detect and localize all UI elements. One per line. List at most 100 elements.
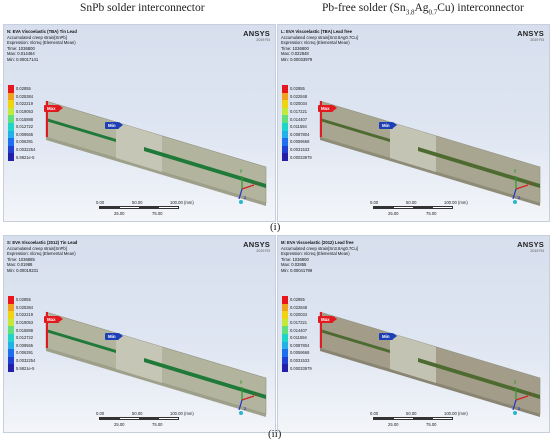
result-header: S: EVA Viscoelastic (2012) Tin Lead Accu… xyxy=(7,240,77,274)
legend-value: 0.02855 xyxy=(16,86,31,92)
legend-value: 0.014407 xyxy=(290,327,308,333)
legend-value: 0.0087804 xyxy=(290,342,310,348)
legend-value: 0.017221 xyxy=(290,109,308,115)
triad-y: y xyxy=(240,379,243,384)
scale-tick: 100.00 (mm) xyxy=(444,411,468,416)
legend-value: 0.009565 xyxy=(16,131,34,137)
result-title: N: EVA Viscoelastic (TBA) Tin Lead xyxy=(7,29,77,34)
legend-row: 0.020034 xyxy=(282,311,322,319)
legend-swatch xyxy=(282,303,288,312)
scale-tick: 75.00 xyxy=(152,422,163,427)
legend-row: 0.022219 xyxy=(8,100,48,108)
legend-row: 0.014407 xyxy=(282,326,322,334)
scale-tick: 0.00 xyxy=(370,411,379,416)
result-title: M: EVA Viscoelastic (2012) Lead free xyxy=(281,240,354,245)
title-sub: 3.8 xyxy=(405,8,415,17)
legend-value: 0.00033979 xyxy=(290,154,312,160)
result-header: N: EVA Viscoelastic (TBA) Tin Lead Accum… xyxy=(7,29,77,63)
title-part: Ag xyxy=(414,2,429,14)
legend-swatch xyxy=(282,333,288,342)
legend-row: 0.014407 xyxy=(282,115,322,123)
fea-panel-p2: L: EVA Viscoelastic (TBA) Lead free Accu… xyxy=(277,24,550,222)
fea-panel-p3: S: EVA Viscoelastic (2012) Tin Lead Accu… xyxy=(3,235,276,433)
result-max: Max: 0.02855 xyxy=(281,262,307,268)
scale-tick: 25.00 xyxy=(388,422,399,427)
result-subtitle: Accumulated creep strain[SnPb] xyxy=(7,245,67,251)
min-marker: Min xyxy=(379,122,397,129)
solder-model xyxy=(319,100,541,206)
triad-axes xyxy=(238,387,255,415)
ansys-logo: ANSYS 2019 R3 xyxy=(517,240,544,254)
ansys-version: 2019 R3 xyxy=(256,38,270,42)
legend-value: 5.9821e-5 xyxy=(16,154,35,160)
ansys-brand: ANSYS xyxy=(517,240,544,249)
legend-value: 0.0059668 xyxy=(290,350,310,356)
scale-bar: 0.00 50.00 100.00 (mm) 25.00 75.00 xyxy=(96,200,194,221)
solder-model xyxy=(45,311,267,417)
legend-value: 0.02855 xyxy=(290,297,305,303)
legend-row: 0.02855 xyxy=(8,296,48,304)
ansys-version: 2019 R3 xyxy=(530,249,544,253)
legend-swatch xyxy=(8,296,14,304)
legend-swatch xyxy=(8,303,14,312)
legend-row: 0.022219 xyxy=(8,311,48,319)
scale-tick: 75.00 xyxy=(426,211,437,216)
result-time: Time: 1036885 xyxy=(7,256,35,262)
legend-swatch xyxy=(8,100,14,108)
legend-row: 0.009565 xyxy=(8,130,48,139)
ansys-brand: ANSYS xyxy=(517,29,544,38)
scale-tick: 25.00 xyxy=(114,422,125,427)
scale-tick: 100.00 (mm) xyxy=(170,411,194,416)
legend-swatch xyxy=(282,153,288,161)
triad-z: z xyxy=(244,406,247,411)
ansys-brand: ANSYS xyxy=(243,240,270,249)
min-marker: Min xyxy=(105,333,123,340)
axis-triad: y x z xyxy=(236,168,260,205)
triad-x: x xyxy=(529,181,532,186)
legend-row: 0.0059668 xyxy=(282,138,322,146)
legend-value: 0.006391 xyxy=(16,350,34,356)
row-label-ii: (ii) xyxy=(268,428,282,440)
legend-swatch xyxy=(8,364,14,372)
scale-tick: 50.00 xyxy=(406,200,417,205)
legend-value: 0.0059668 xyxy=(290,139,310,145)
scale-tick: 100.00 (mm) xyxy=(170,200,194,205)
ansys-brand: ANSYS xyxy=(243,29,270,38)
legend-value: 0.022219 xyxy=(16,101,34,107)
legend-row: 0.0032254 xyxy=(8,145,48,154)
legend-swatch xyxy=(8,318,14,327)
legend-swatch xyxy=(282,364,288,372)
result-title: L: EVA Viscoelastic (TBA) Lead free xyxy=(281,29,352,34)
legend-swatch xyxy=(8,356,14,365)
legend-value: 0.012722 xyxy=(16,124,34,130)
solder-model xyxy=(45,100,267,206)
color-legend: 0.02855 0.022848 0.020034 0.017221 0.014… xyxy=(282,85,322,161)
legend-swatch xyxy=(282,326,288,334)
legend-row: 0.020034 xyxy=(282,100,322,108)
result-min: Min: 0.00041799 xyxy=(281,267,313,273)
triad-z: z xyxy=(518,195,521,200)
triad-y: y xyxy=(240,168,243,173)
legend-swatch xyxy=(282,318,288,327)
color-legend: 0.02855 0.025384 0.022219 0.019053 0.015… xyxy=(8,85,48,161)
result-expression: Expression: nlcreq (Elemental Mean) xyxy=(7,251,76,257)
legend-swatch xyxy=(282,296,288,304)
legend-swatch xyxy=(282,100,288,108)
scale-tick: 25.00 xyxy=(114,211,125,216)
legend-row: 0.015888 xyxy=(8,326,48,334)
legend-value: 0.009565 xyxy=(16,342,34,348)
legend-value: 0.0032254 xyxy=(16,358,36,364)
scale-bar: 0.00 50.00 100.00 (mm) 25.00 75.00 xyxy=(370,411,468,432)
result-title: S: EVA Viscoelastic (2012) Tin Lead xyxy=(7,240,78,245)
max-marker: Max xyxy=(318,105,336,112)
scale-tick: 50.00 xyxy=(132,200,143,205)
solder-model xyxy=(319,311,541,417)
axis-triad: y x z xyxy=(510,379,534,416)
result-min: Min: 0.00017141 xyxy=(7,56,39,62)
result-expression: Expression: nlcreq (Elemental Mean) xyxy=(7,40,76,46)
result-subtitle: Accumulated creep strain[SnPb] xyxy=(7,34,67,40)
legend-row: 0.017221 xyxy=(282,318,322,327)
result-subtitle: Accumulated creep strain[Sn3.8Ag0.7Cu] xyxy=(281,245,358,251)
legend-value: 0.012722 xyxy=(16,335,34,341)
result-time: Time: 1036800 xyxy=(7,45,35,51)
